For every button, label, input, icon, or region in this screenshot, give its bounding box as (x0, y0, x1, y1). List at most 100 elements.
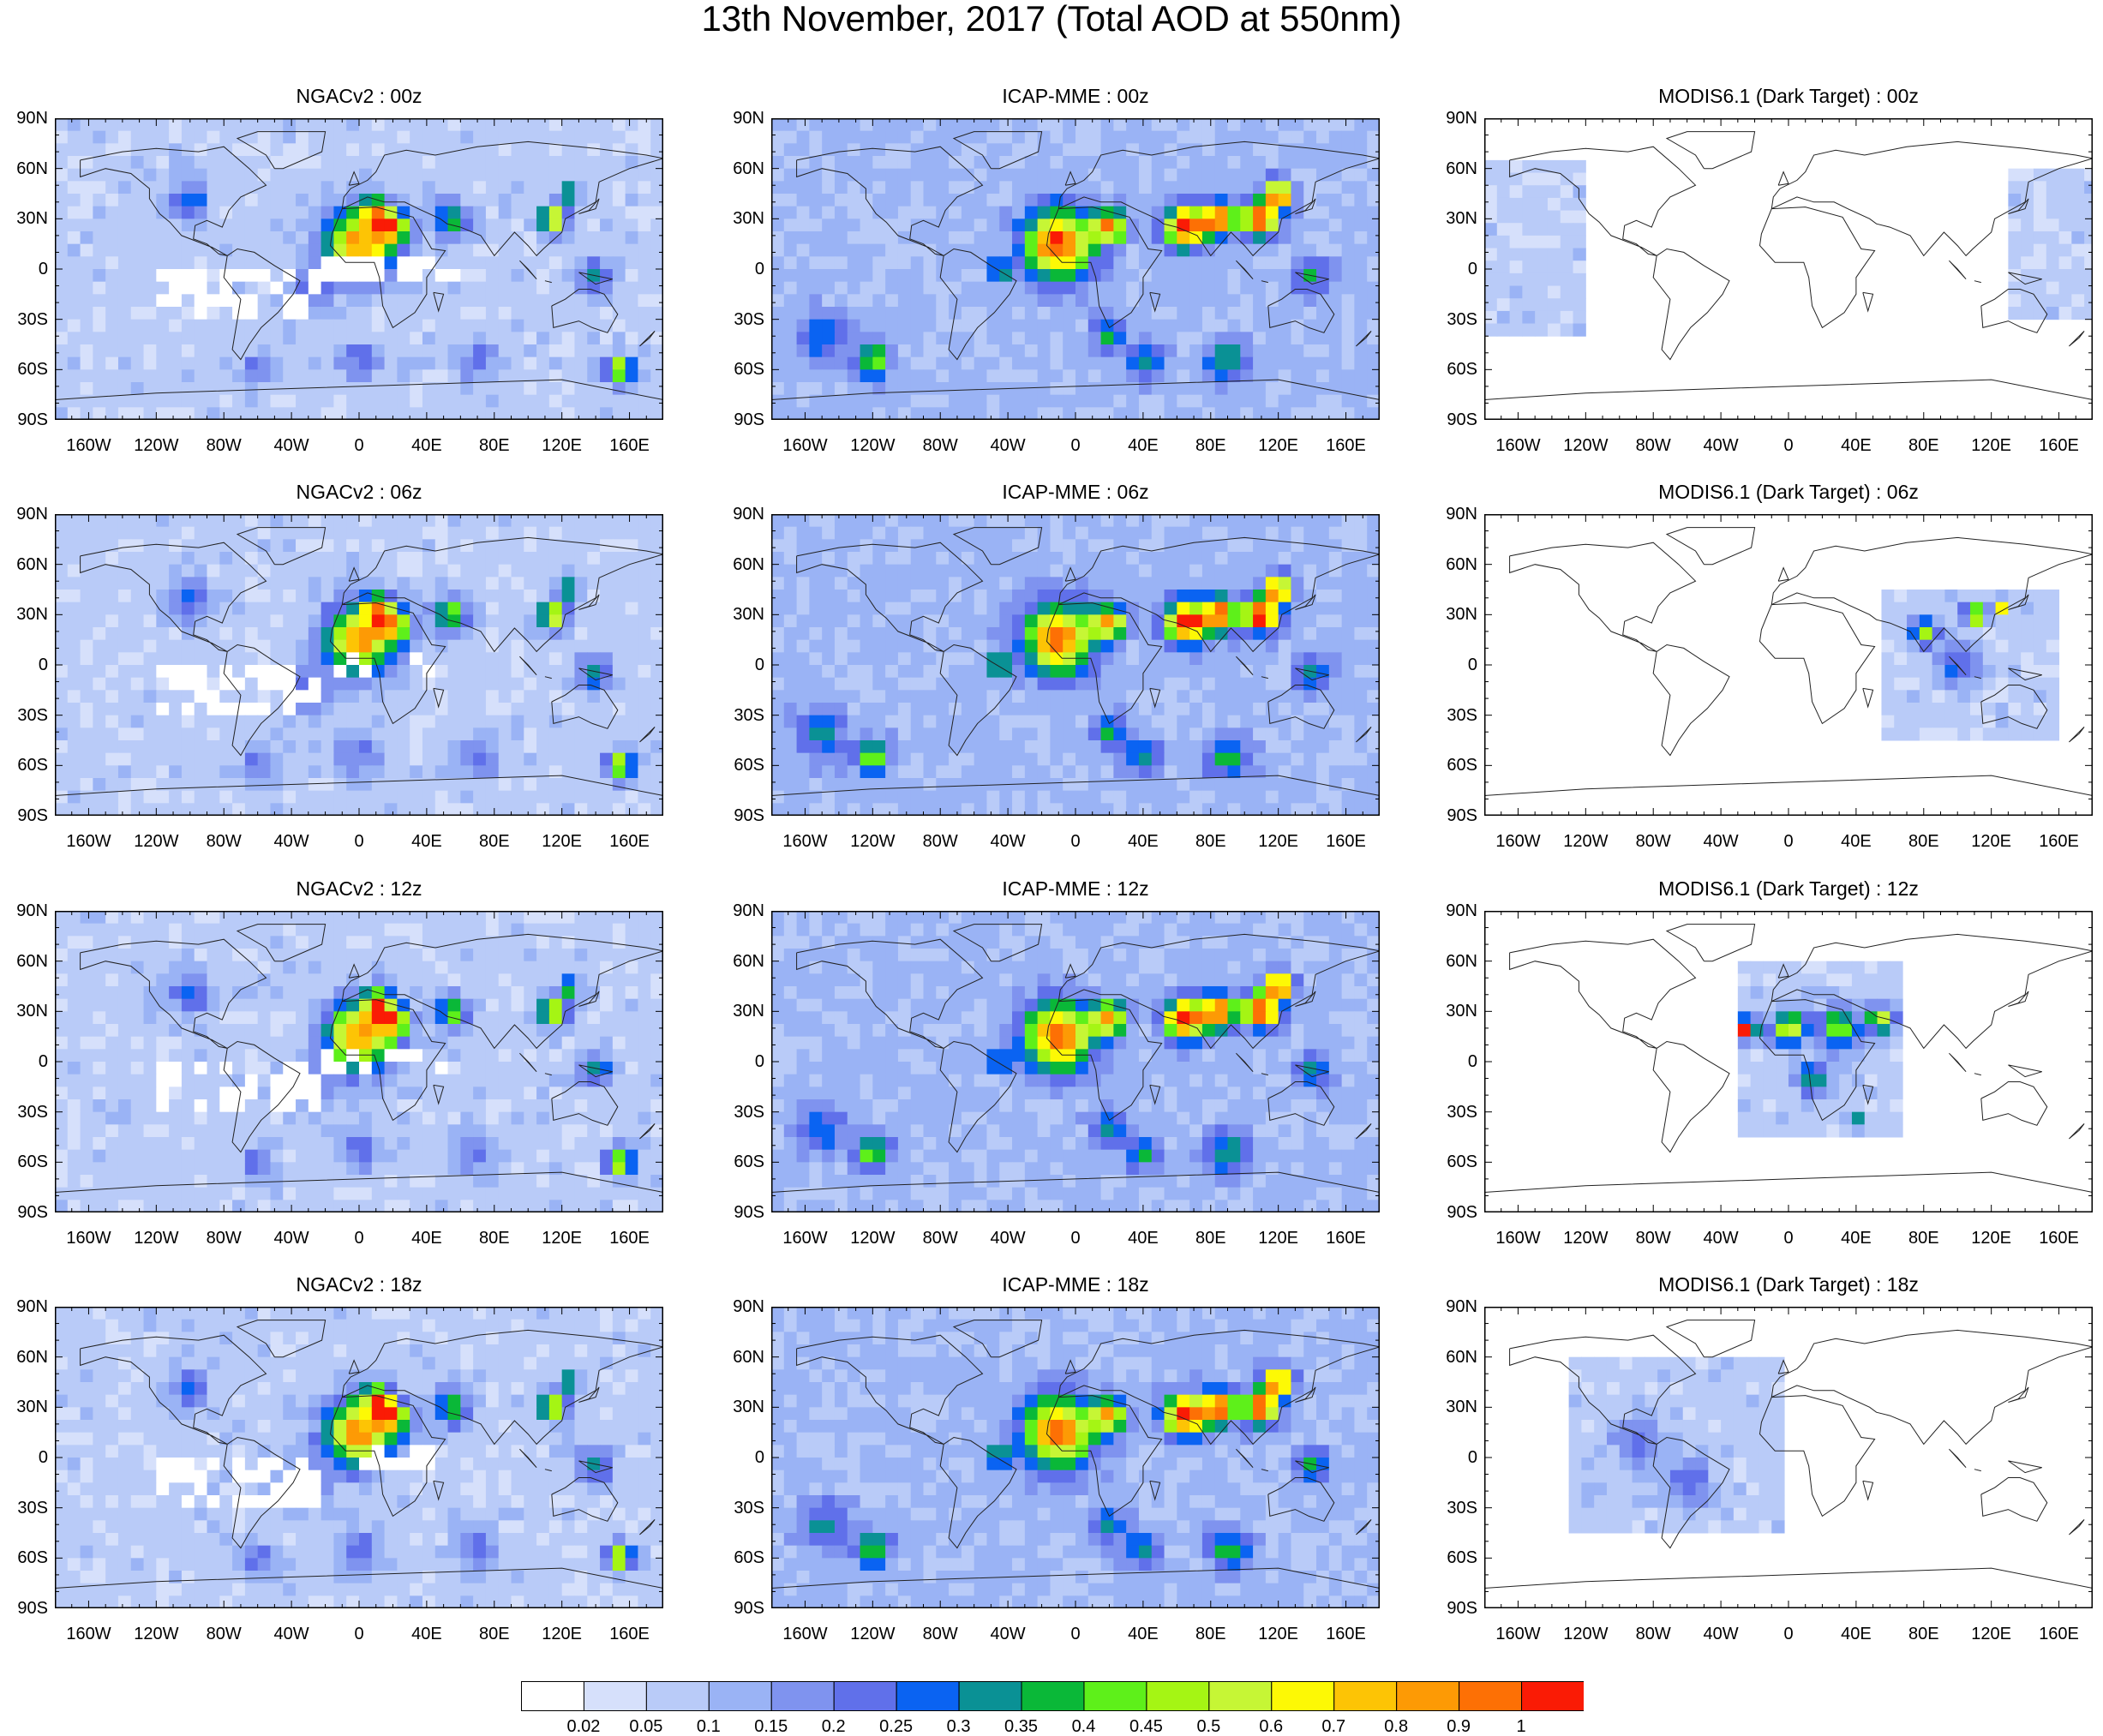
aod-cell (1025, 282, 1038, 295)
aod-cell (460, 357, 473, 370)
aod-cell (435, 627, 448, 640)
aod-cell (93, 131, 105, 144)
aod-cell (898, 131, 911, 144)
aod-cell (872, 207, 885, 219)
aod-cell (144, 344, 157, 357)
aod-cell (1189, 690, 1202, 703)
aod-cell (182, 169, 195, 182)
aod-cell (1101, 357, 1114, 370)
aod-cell (626, 527, 638, 540)
aod-cell (1535, 211, 1548, 224)
aod-cell (885, 207, 898, 219)
aod-cell (848, 369, 860, 382)
aod-cell (195, 269, 207, 282)
aod-cell (1240, 307, 1253, 320)
aod-cell (1063, 357, 1075, 370)
aod-cell (270, 181, 283, 194)
aod-cell (1561, 223, 1573, 236)
aod-cell (207, 577, 220, 590)
aod-cell (911, 539, 924, 552)
aod-cell (1063, 640, 1075, 653)
aod-cell (81, 715, 93, 728)
aod-cell (219, 527, 232, 540)
aod-cell (524, 207, 536, 219)
aod-cell (207, 269, 220, 282)
aod-cell (626, 514, 638, 527)
aod-cell (93, 778, 105, 791)
aod-cell (1228, 320, 1241, 332)
aod-cell (1329, 369, 1342, 382)
aod-cell (562, 344, 575, 357)
panel-title: ICAP-MME : 00z (771, 84, 1380, 108)
aod-cell (848, 407, 860, 420)
aod-cell (2021, 207, 2034, 219)
aod-cell (1342, 357, 1355, 370)
aod-cell (1240, 678, 1253, 691)
aod-cell (207, 169, 220, 182)
aod-cell (587, 652, 600, 665)
aod-cell (898, 332, 911, 344)
aod-cell (309, 244, 321, 257)
aod-cell (283, 231, 296, 244)
aod-cell (232, 539, 245, 552)
aod-cell (270, 727, 283, 740)
aod-cell (626, 565, 638, 578)
aod-cell (898, 514, 911, 527)
aod-cell (974, 703, 987, 715)
aod-cell (81, 740, 93, 753)
aod-cell (385, 344, 398, 357)
aod-cell (1303, 207, 1316, 219)
aod-cell (283, 207, 296, 219)
aod-cell (195, 156, 207, 169)
aod-cell (1152, 357, 1165, 370)
aod-cell (936, 194, 949, 207)
aod-cell (207, 514, 220, 527)
aod-cell (784, 678, 797, 691)
aod-cell (105, 369, 118, 382)
aod-cell (1126, 118, 1139, 131)
aod-cell (93, 231, 105, 244)
aod-cell (118, 602, 131, 615)
aod-cell (848, 332, 860, 344)
aod-cell (512, 590, 524, 602)
aod-cell (936, 231, 949, 244)
aod-cell (974, 194, 987, 207)
aod-cell (1113, 514, 1126, 527)
aod-cell (872, 218, 885, 231)
aod-cell (182, 602, 195, 615)
aod-cell (81, 690, 93, 703)
aod-cell (499, 344, 512, 357)
aod-cell (1025, 231, 1038, 244)
aod-cell (835, 320, 848, 332)
aod-cell (81, 627, 93, 640)
aod-cell (460, 590, 473, 602)
aod-cell (81, 395, 93, 408)
aod-cell (156, 332, 169, 344)
aod-cell (359, 514, 372, 527)
aod-cell (435, 169, 448, 182)
aod-cell (1189, 207, 1202, 219)
aod-cell (435, 282, 448, 295)
aod-cell (885, 614, 898, 627)
aod-cell (809, 665, 822, 678)
aod-cell (81, 244, 93, 257)
aod-cell (207, 602, 220, 615)
aod-cell (1165, 207, 1177, 219)
aod-cell (195, 294, 207, 307)
aod-cell (68, 169, 81, 182)
aod-cell (372, 539, 385, 552)
aod-cell (1266, 514, 1279, 527)
aod-cell (638, 131, 650, 144)
aod-cell (1139, 231, 1152, 244)
aod-cell (771, 590, 784, 602)
aod-cell (105, 294, 118, 307)
aod-cell (574, 690, 587, 703)
aod-cell (296, 627, 309, 640)
aod-cell (460, 382, 473, 395)
aod-cell (207, 320, 220, 332)
aod-cell (1113, 614, 1126, 627)
aod-cell (359, 715, 372, 728)
aod-cell (1253, 118, 1266, 131)
aod-cell (1266, 169, 1279, 182)
aod-cell (144, 369, 157, 382)
